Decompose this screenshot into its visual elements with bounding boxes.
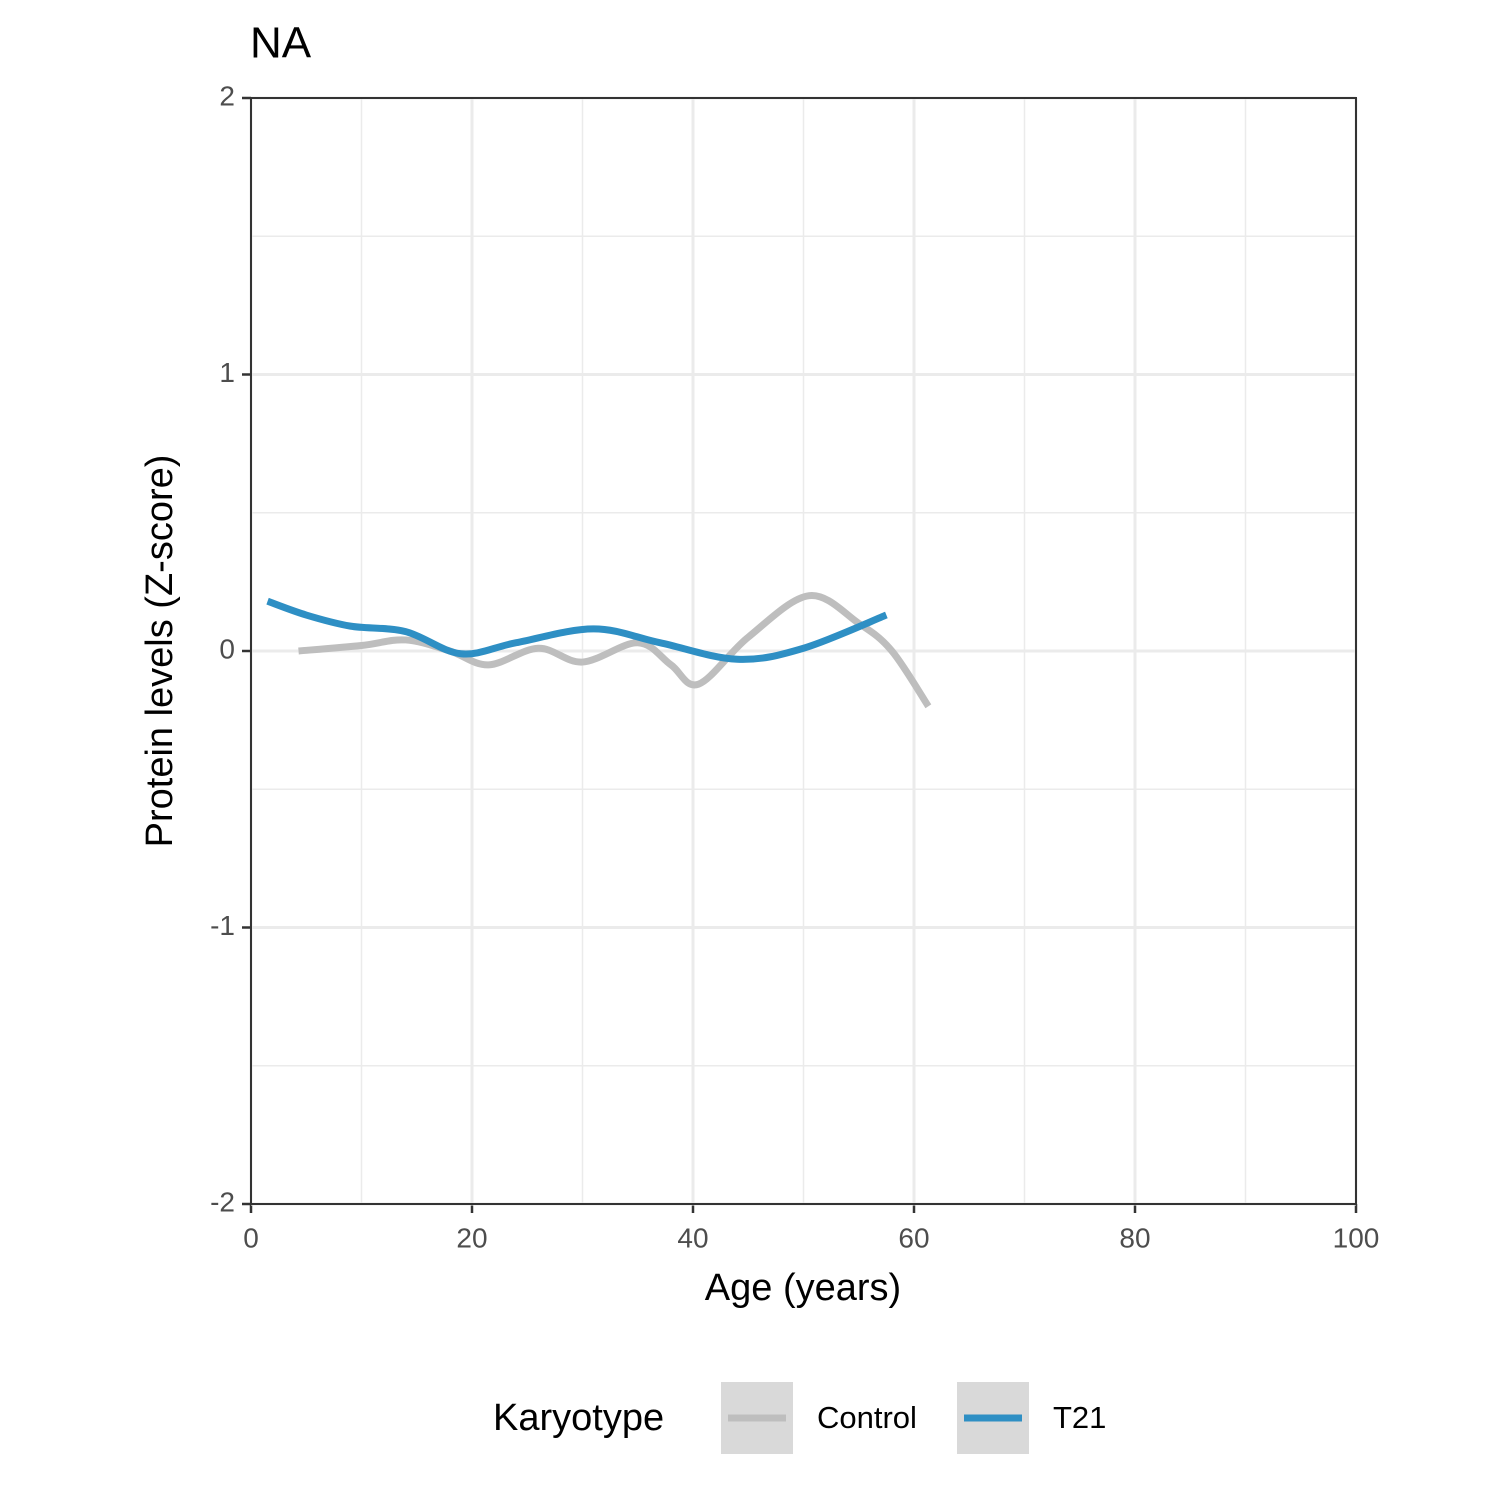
y-tick-label: -2 [210,1186,235,1217]
y-tick-label: 2 [219,80,235,111]
y-tick-label: -1 [210,910,235,941]
x-tick-label: 20 [456,1222,487,1253]
x-tick-label: 100 [1333,1222,1380,1253]
y-tick-label: 0 [219,633,235,664]
legend-label: Control [817,1400,917,1435]
x-tick-label: 80 [1119,1222,1150,1253]
x-tick-label: 60 [898,1222,929,1253]
series-line [266,597,888,663]
x-axis-title: Age (years) [705,1267,901,1309]
x-tick-label: 40 [677,1222,708,1253]
x-tick-label: 0 [243,1222,259,1253]
series-line [298,592,932,709]
legend-label: T21 [1053,1400,1106,1435]
legend-title: Karyotype [493,1397,664,1439]
y-axis-title: Protein levels (Z-score) [139,455,181,848]
panel-border [250,97,1357,1205]
chart-title: NA [250,19,312,68]
y-tick-label: 1 [219,357,235,388]
